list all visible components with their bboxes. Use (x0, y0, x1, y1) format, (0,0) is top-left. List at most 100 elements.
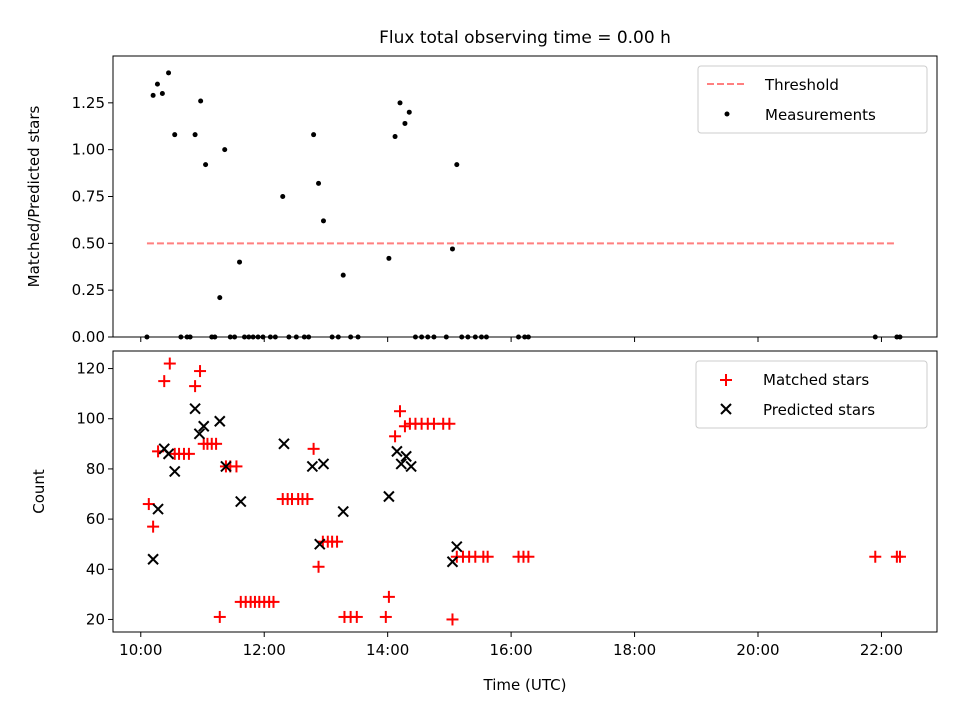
matched-star-point (312, 560, 325, 573)
predicted-star-point (162, 448, 175, 460)
top-ytick-label: 1.00 (72, 141, 105, 159)
bottom-ytick-label: 120 (76, 360, 105, 378)
top-ytick-label: 0.00 (72, 328, 105, 346)
legend-predicted-label: Predicted stars (763, 401, 875, 419)
legend-threshold-label: Threshold (764, 76, 839, 94)
bottom-ytick-label: 40 (86, 560, 105, 578)
measurement-point (150, 92, 156, 98)
predicted-star-point (169, 465, 181, 478)
top-ytick-label: 0.25 (72, 281, 105, 299)
matched-star-point (893, 550, 906, 563)
bottom-ylabel: Count (30, 469, 48, 514)
measurement-point (154, 81, 160, 87)
predicted-star-point (317, 458, 330, 470)
xtick-label: 16:00 (489, 641, 532, 659)
legend-matched-label: Matched stars (763, 371, 869, 389)
bottom-axes-frame (112, 350, 938, 633)
matched-star-point (307, 442, 320, 455)
measurement-point (159, 90, 165, 96)
bottom-panel: 20 40 60 80 100 120 10:00 12:00 14:00 16:00 18:00 2… (30, 350, 938, 694)
matched-star-point (389, 430, 402, 443)
top-ytick-label: 0.50 (72, 234, 105, 252)
bottom-ytick-label: 20 (86, 610, 105, 628)
matched-star-point (182, 447, 195, 460)
measurement-point (280, 194, 286, 199)
matched-star-point (443, 417, 456, 430)
xtick-label: 22:00 (860, 641, 903, 659)
top-ytick-label: 0.75 (72, 188, 105, 206)
predicted-star-point (189, 402, 201, 415)
xtick-label: 14:00 (366, 641, 409, 659)
legend-predicted-swatch (720, 403, 732, 415)
measurement-point (454, 162, 460, 168)
matched-star-point (394, 405, 407, 418)
matched-star-point (481, 550, 494, 563)
matched-star-point (446, 613, 459, 626)
matched-star-point (230, 460, 243, 473)
measurement-point (449, 246, 455, 252)
predicted-star-point (198, 420, 210, 432)
matched-star-point (189, 380, 202, 393)
measurement-point (311, 132, 317, 138)
matched-star-point (350, 610, 363, 623)
chart-title: Flux total observing time = 0.00 h (379, 28, 671, 48)
matched-star-point (147, 520, 160, 533)
predicted-star-point (314, 538, 326, 550)
predicted-star-point (446, 556, 459, 568)
bottom-data-layer (142, 357, 906, 626)
matched-star-point (382, 590, 395, 603)
top-legend-box (697, 65, 928, 134)
measurement-point (222, 147, 228, 153)
predicted-star-point (451, 540, 463, 553)
measurement-point (402, 120, 408, 126)
xtick-label: 18:00 (613, 641, 656, 659)
predicted-star-point (235, 495, 247, 508)
measurement-point (340, 272, 346, 278)
bottom-legend: Matched stars Predicted stars (695, 360, 928, 429)
measurement-point (198, 98, 204, 104)
xtick-label: 12:00 (243, 641, 286, 659)
x-axis-label: Time (UTC) (483, 676, 567, 694)
measurement-point (237, 259, 243, 265)
bottom-ticks: 20 40 60 80 100 120 10:00 12:00 14:00 16:00 18:00 2… (76, 360, 903, 659)
matched-star-point (210, 437, 223, 450)
predicted-star-point (391, 445, 403, 458)
top-legend: Threshold Measurements (697, 65, 928, 134)
bottom-ytick-label: 60 (86, 510, 105, 528)
predicted-star-point (306, 460, 319, 473)
matched-star-point (194, 365, 207, 378)
predicted-star-point (220, 460, 232, 473)
bottom-ytick-label: 100 (76, 410, 105, 428)
matched-star-point (142, 498, 155, 511)
bottom-legend-box (695, 360, 928, 429)
measurement-point (203, 162, 209, 168)
matched-star-point (267, 595, 280, 608)
legend-measurements-swatch (724, 111, 730, 117)
predicted-star-point (383, 490, 395, 503)
legend-measurements-label: Measurements (765, 106, 876, 124)
measurement-point (386, 255, 392, 261)
measurement-point (392, 134, 398, 140)
matched-star-point (331, 535, 344, 548)
measurement-point (217, 295, 223, 301)
predicted-star-point (337, 505, 349, 518)
measurement-point (166, 70, 172, 76)
legend-matched-swatch (720, 374, 732, 386)
xtick-label: 10:00 (119, 641, 162, 659)
predicted-star-point (405, 460, 417, 473)
matched-star-point (301, 493, 314, 506)
top-panel: 0.00 0.25 0.50 0.75 1.00 1.25 Matched/Predict… (25, 55, 938, 346)
measurement-point (320, 218, 326, 224)
predicted-star-point (147, 553, 159, 565)
matched-star-point (379, 610, 392, 623)
matched-star-point (522, 550, 535, 563)
xtick-label: 20:00 (736, 641, 779, 659)
measurement-point (406, 109, 412, 115)
matched-star-point (213, 610, 226, 623)
matched-star-point (869, 550, 882, 563)
bottom-ytick-label: 80 (86, 460, 105, 478)
measurement-point (172, 132, 178, 138)
matched-star-point (158, 375, 171, 388)
predicted-star-point (395, 458, 407, 470)
